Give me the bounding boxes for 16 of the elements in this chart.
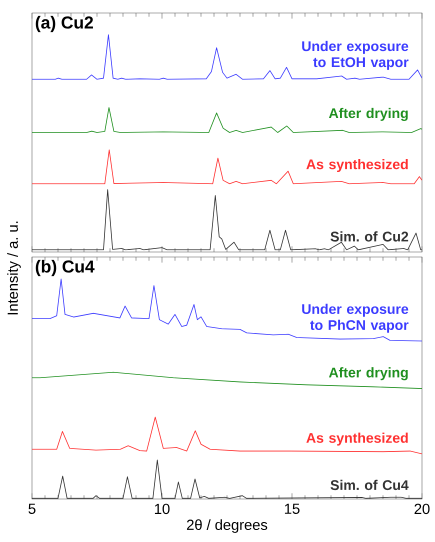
series-label: As synthesized bbox=[306, 158, 408, 172]
x-tick-label: 15 bbox=[285, 504, 300, 514]
x-tick-label: 5 bbox=[28, 504, 36, 514]
x-tick-label: 20 bbox=[414, 504, 430, 514]
chart-title: (b) Cu4 bbox=[36, 260, 95, 276]
series-label: After drying bbox=[329, 108, 408, 121]
series-label: After drying bbox=[329, 367, 408, 380]
x-axis-title: 2θ / degrees bbox=[187, 519, 268, 533]
series-label: As synthesized bbox=[306, 432, 408, 446]
series-label: Sim. of Cu2 bbox=[330, 231, 408, 242]
series-label: Under exposure to EtOH vapor bbox=[302, 40, 409, 70]
series-label: Under exposure to PhCN vapor bbox=[302, 304, 409, 333]
x-tick-label: 10 bbox=[155, 504, 170, 514]
series-label: Sim. of Cu4 bbox=[330, 480, 409, 490]
y-axis-title: Intensity / a. u. bbox=[7, 222, 22, 314]
chart-title: (a) Cu2 bbox=[36, 16, 94, 32]
